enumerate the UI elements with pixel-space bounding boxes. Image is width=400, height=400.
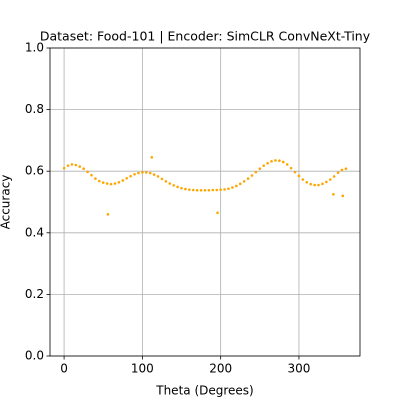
point — [274, 159, 277, 162]
y-tick-label: 0.4 — [25, 225, 44, 239]
x-tick-label: 0 — [60, 362, 68, 376]
point — [332, 175, 336, 178]
point — [301, 178, 305, 181]
point — [125, 176, 129, 180]
point — [94, 177, 97, 180]
point — [105, 182, 109, 185]
point — [168, 182, 172, 185]
point — [109, 182, 113, 186]
y-axis-label: Accuracy — [0, 175, 13, 230]
point — [184, 187, 187, 191]
point — [70, 163, 74, 166]
point — [148, 171, 152, 175]
point — [82, 167, 85, 171]
point — [121, 179, 125, 182]
point — [156, 175, 160, 178]
point — [176, 185, 179, 189]
point — [270, 160, 273, 163]
point — [117, 180, 121, 184]
point — [180, 186, 183, 190]
point — [133, 172, 136, 176]
point — [340, 168, 344, 172]
y-tick-label: 0.8 — [25, 102, 44, 116]
point — [78, 165, 82, 168]
point — [336, 171, 340, 175]
point — [328, 178, 332, 181]
point — [62, 166, 66, 170]
point — [137, 171, 140, 175]
point — [199, 188, 203, 192]
point — [289, 166, 293, 170]
point — [144, 171, 148, 174]
point — [309, 182, 312, 186]
point — [305, 180, 309, 184]
point — [262, 164, 266, 167]
point — [129, 174, 132, 178]
point — [150, 156, 154, 159]
point — [285, 163, 289, 166]
y-tick-label: 0.0 — [25, 349, 44, 363]
point — [74, 163, 78, 167]
point — [101, 181, 105, 184]
point — [254, 170, 258, 174]
point — [297, 174, 301, 178]
point — [172, 184, 175, 187]
point — [235, 184, 238, 188]
point — [215, 188, 219, 192]
y-tick-label: 1.0 — [25, 41, 44, 55]
point — [113, 182, 117, 185]
point — [321, 182, 324, 186]
point — [90, 173, 93, 177]
point — [250, 174, 254, 177]
point — [317, 183, 320, 187]
point — [66, 164, 70, 167]
x-tick-label: 100 — [131, 362, 154, 376]
x-tick-label: 200 — [209, 362, 232, 376]
point — [313, 183, 316, 187]
point — [266, 161, 269, 165]
x-axis-label: Theta (Degrees) — [155, 384, 253, 398]
point — [258, 167, 262, 171]
point — [106, 213, 110, 216]
point — [281, 160, 285, 164]
point — [191, 188, 195, 192]
point — [293, 170, 297, 174]
point — [227, 187, 230, 191]
point — [160, 177, 164, 181]
point — [344, 167, 348, 171]
y-tick-label: 0.2 — [25, 287, 44, 301]
point — [152, 173, 156, 176]
point — [231, 186, 234, 189]
point — [246, 177, 250, 180]
point — [278, 159, 281, 163]
point — [207, 188, 211, 192]
point — [242, 180, 246, 183]
y-tick-label: 0.6 — [25, 164, 44, 178]
point — [164, 180, 168, 183]
point — [341, 194, 345, 198]
chart-title: Dataset: Food-101 | Encoder: SimCLR Conv… — [40, 29, 371, 44]
point — [223, 188, 226, 191]
point — [203, 188, 207, 192]
point — [195, 188, 199, 192]
point — [332, 193, 335, 196]
point — [188, 188, 191, 191]
point — [238, 182, 242, 186]
point — [219, 188, 222, 191]
point — [325, 180, 328, 184]
x-tick-label: 300 — [287, 362, 310, 376]
point — [211, 188, 215, 192]
point — [141, 171, 144, 174]
plot-frame — [49, 47, 361, 357]
point — [86, 170, 89, 174]
point — [98, 179, 101, 183]
point — [216, 211, 219, 215]
